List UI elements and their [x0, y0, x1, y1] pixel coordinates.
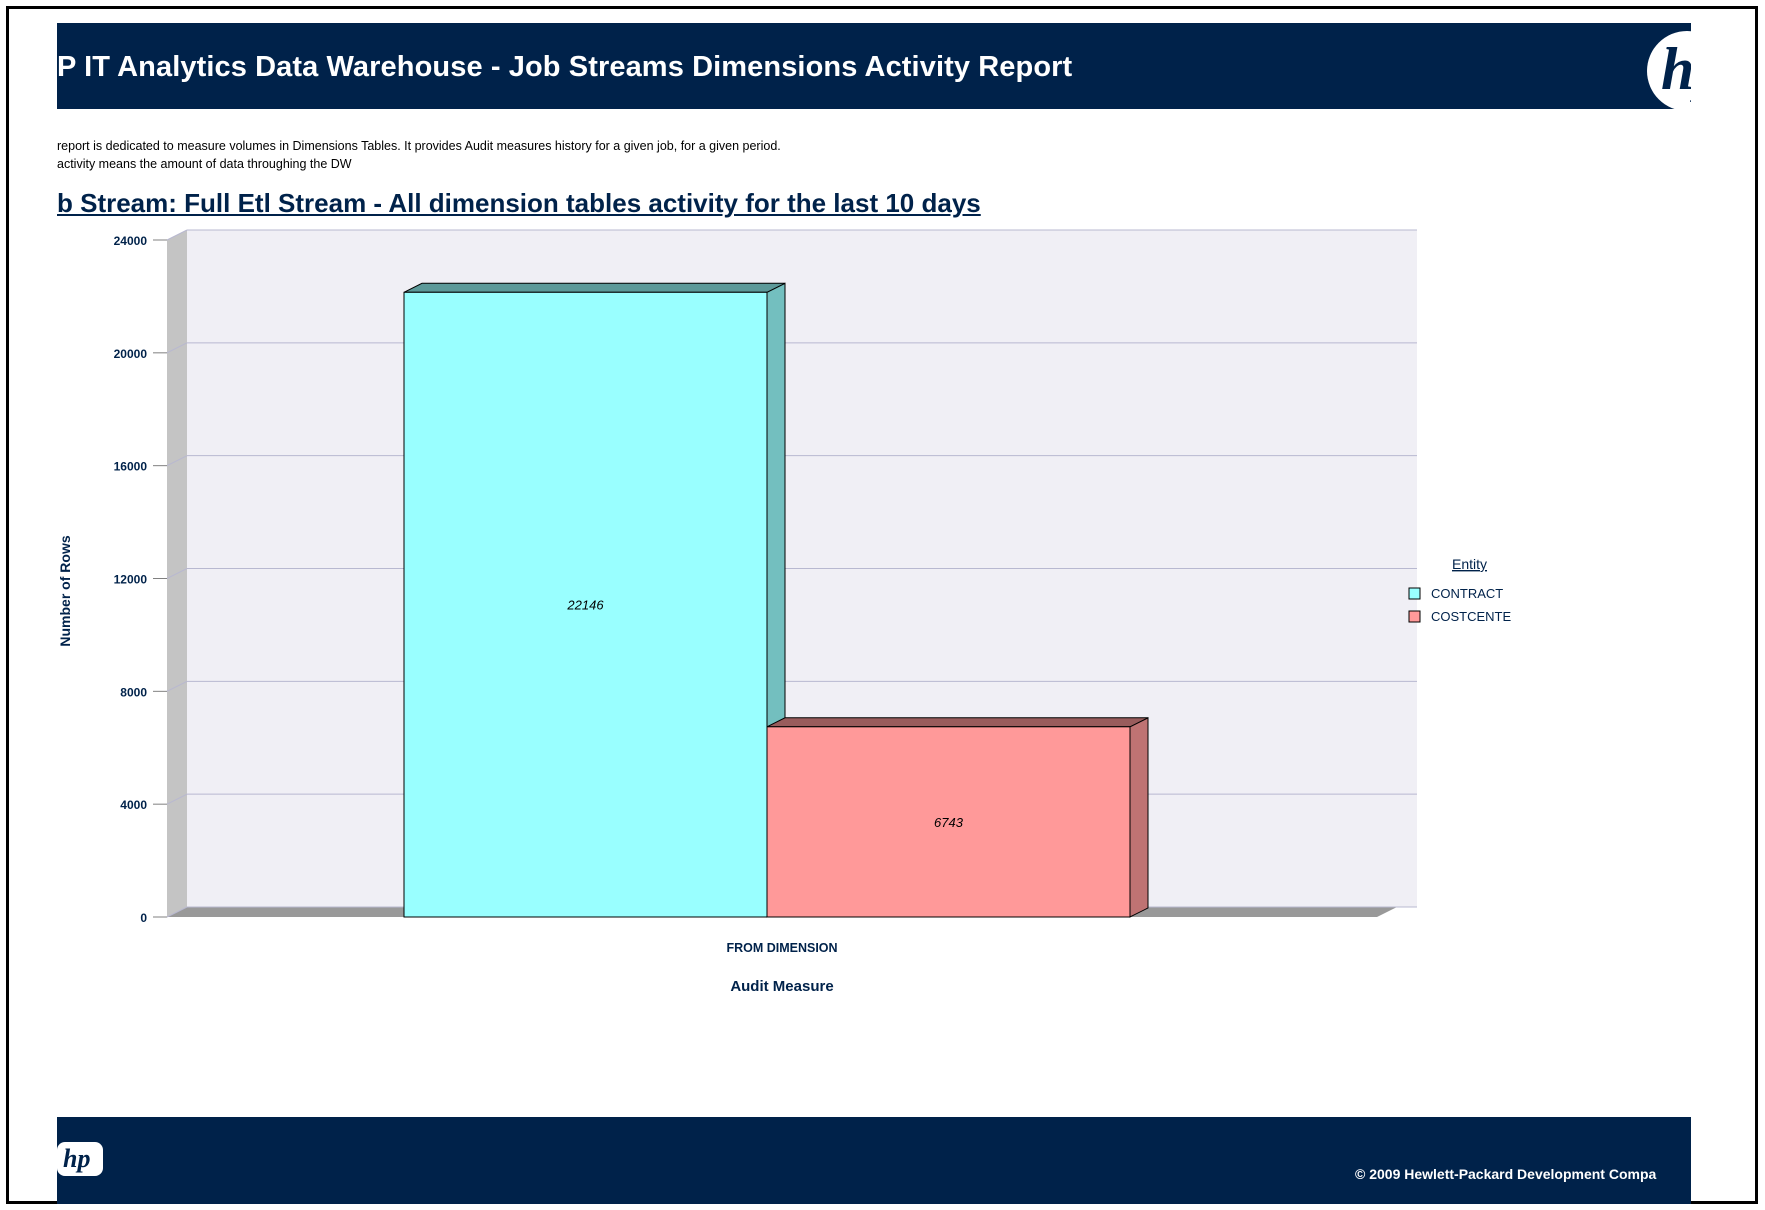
y-tick-label: 8000: [120, 685, 147, 699]
hp-logo-icon: hp: [57, 1142, 103, 1176]
report-description-line-2: activity means the amount of data throug…: [57, 157, 352, 171]
report-description-line-1: report is dedicated to measure volumes i…: [57, 139, 781, 153]
gridline-slant: [166, 229, 188, 241]
bar-value-label: 22146: [566, 598, 604, 613]
report-header: P IT Analytics Data Warehouse - Job Stre…: [57, 23, 1691, 111]
y-tick-label: 4000: [120, 798, 147, 812]
gridline-slant: [166, 906, 188, 918]
gridline-slant: [166, 342, 188, 354]
x-axis-title: Audit Measure: [730, 978, 833, 995]
bar-top-contract: [403, 282, 786, 293]
y-tick-label: 20000: [114, 347, 148, 361]
legend-swatch-contract: [1408, 587, 1421, 600]
legend-label-contract: CONTRACT: [1431, 586, 1503, 601]
legend-title: Entity: [1452, 556, 1487, 572]
gridline-slant: [166, 455, 188, 467]
bar-contract: [403, 291, 768, 918]
bar-top-costcente: [766, 717, 1149, 728]
bar-side-costcente: [1129, 716, 1149, 918]
y-axis-title: Number of Rows: [57, 535, 73, 646]
report-viewport: P IT Analytics Data Warehouse - Job Stre…: [57, 19, 1691, 1204]
y-tick-label: 0: [140, 911, 147, 925]
report-footer: hp © 2009 Hewlett-Packard Development Co…: [57, 1117, 1691, 1204]
bar-chart: 0 4000 8000 12000 16000 20000 24000 22146 6743 FR…: [57, 229, 1512, 995]
gridline-slant: [166, 793, 188, 805]
footer-copyright: © 2009 Hewlett-Packard Development Compa: [1355, 1166, 1657, 1182]
y-tick-label: 12000: [114, 573, 148, 587]
y-tick-label: 24000: [114, 234, 148, 248]
report-frame: P IT Analytics Data Warehouse - Job Stre…: [6, 6, 1758, 1204]
gridline-slant: [166, 568, 188, 579]
gridline-slant: [166, 680, 188, 692]
chart-subtitle: b Stream: Full Etl Stream - All dimensio…: [57, 188, 981, 218]
legend-label-costcente: COSTCENTE: [1431, 609, 1512, 624]
legend-swatch-costcente: [1408, 610, 1421, 623]
report-title: P IT Analytics Data Warehouse - Job Stre…: [57, 51, 1073, 83]
y-tick-label: 16000: [114, 460, 148, 474]
x-category-label: FROM DIMENSION: [726, 941, 837, 955]
bar-costcente: [766, 726, 1131, 918]
bar-value-label: 6743: [934, 815, 964, 830]
